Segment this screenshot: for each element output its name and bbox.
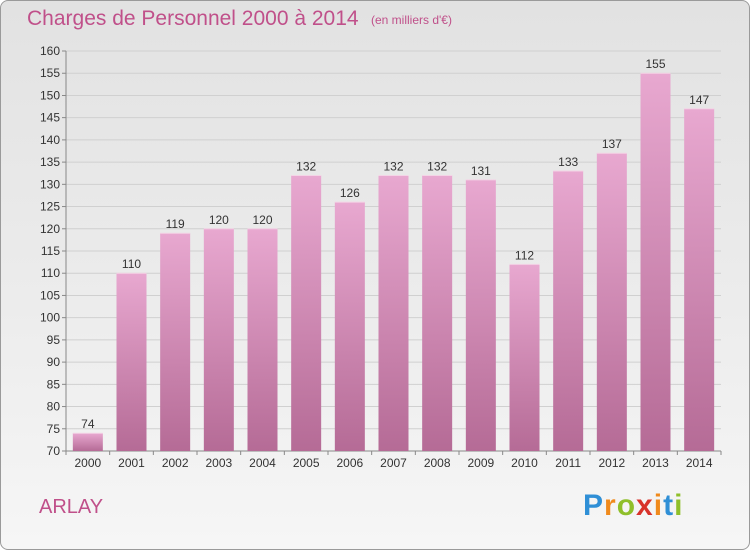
bar bbox=[72, 433, 103, 451]
y-tick-label: 145 bbox=[40, 111, 60, 125]
bar-layer bbox=[72, 72, 715, 452]
bar bbox=[553, 171, 584, 451]
bar bbox=[203, 228, 234, 451]
y-tick-label: 140 bbox=[40, 133, 60, 147]
y-tick-label: 95 bbox=[47, 333, 61, 347]
x-tick-label: 2001 bbox=[118, 456, 145, 470]
label-layer: 74 2000 110 2001 119 2002 120 2003 120 2004 132 200… bbox=[74, 57, 712, 470]
x-tick-label: 2005 bbox=[293, 456, 320, 470]
data-label: 110 bbox=[122, 257, 141, 271]
x-tick-label: 2014 bbox=[686, 456, 713, 470]
y-tick-label: 70 bbox=[47, 444, 61, 458]
y-tick-label: 160 bbox=[40, 44, 60, 58]
data-label: 126 bbox=[340, 186, 360, 200]
x-tick-label: 2000 bbox=[74, 456, 101, 470]
y-tick-label: 85 bbox=[47, 377, 61, 391]
y-tick-label: 90 bbox=[47, 355, 61, 369]
chart-subtitle: (en milliers d'€) bbox=[371, 13, 452, 27]
bar bbox=[291, 175, 322, 451]
x-tick-label: 2009 bbox=[467, 456, 494, 470]
y-tick-label: 75 bbox=[47, 422, 61, 436]
bar bbox=[116, 273, 147, 451]
x-tick-label: 2007 bbox=[380, 456, 407, 470]
data-label: 131 bbox=[471, 164, 491, 178]
x-tick-label: 2002 bbox=[162, 456, 189, 470]
commune-name: ARLAY bbox=[39, 496, 104, 518]
x-tick-label: 2006 bbox=[336, 456, 363, 470]
bar bbox=[160, 233, 191, 451]
y-tick-label: 120 bbox=[40, 222, 60, 236]
y-tick-label: 150 bbox=[40, 88, 60, 102]
y-tick-label: 130 bbox=[40, 177, 60, 191]
data-label: 119 bbox=[166, 217, 185, 231]
data-label: 120 bbox=[209, 213, 229, 227]
bar bbox=[509, 264, 540, 451]
proxiti-logo: Proxiti bbox=[583, 489, 684, 522]
x-tick-label: 2004 bbox=[249, 456, 276, 470]
bar bbox=[334, 202, 365, 451]
data-label: 133 bbox=[558, 155, 578, 169]
bar bbox=[378, 175, 409, 451]
bar bbox=[465, 179, 496, 451]
x-tick-label: 2011 bbox=[555, 456, 581, 470]
y-tick-label: 135 bbox=[40, 155, 60, 169]
data-label: 147 bbox=[689, 93, 709, 107]
y-tick-label: 155 bbox=[40, 66, 60, 80]
data-label: 112 bbox=[515, 248, 534, 262]
bar bbox=[596, 153, 627, 451]
data-label: 132 bbox=[427, 159, 447, 173]
data-label: 120 bbox=[252, 213, 272, 227]
data-label: 132 bbox=[296, 159, 316, 173]
x-tick-label: 2013 bbox=[642, 456, 669, 470]
y-tick-label: 105 bbox=[40, 288, 60, 302]
x-tick-label: 2012 bbox=[598, 456, 625, 470]
x-tick-label: 2003 bbox=[205, 456, 232, 470]
bar bbox=[640, 73, 671, 451]
y-tick-label: 115 bbox=[41, 244, 60, 258]
chart-title: Charges de Personnel 2000 à 2014 bbox=[27, 7, 359, 30]
bar bbox=[422, 175, 453, 451]
bar bbox=[684, 108, 715, 452]
bar bbox=[247, 228, 278, 451]
y-tick-label: 80 bbox=[47, 400, 61, 414]
y-tick-label: 125 bbox=[40, 200, 60, 214]
data-label: 132 bbox=[383, 159, 403, 173]
data-label: 74 bbox=[81, 417, 95, 431]
data-label: 155 bbox=[645, 57, 665, 71]
x-tick-label: 2008 bbox=[424, 456, 451, 470]
data-label: 137 bbox=[602, 137, 622, 151]
y-tick-label: 100 bbox=[40, 311, 60, 325]
x-tick-label: 2010 bbox=[511, 456, 538, 470]
y-tick-label: 110 bbox=[41, 266, 60, 280]
